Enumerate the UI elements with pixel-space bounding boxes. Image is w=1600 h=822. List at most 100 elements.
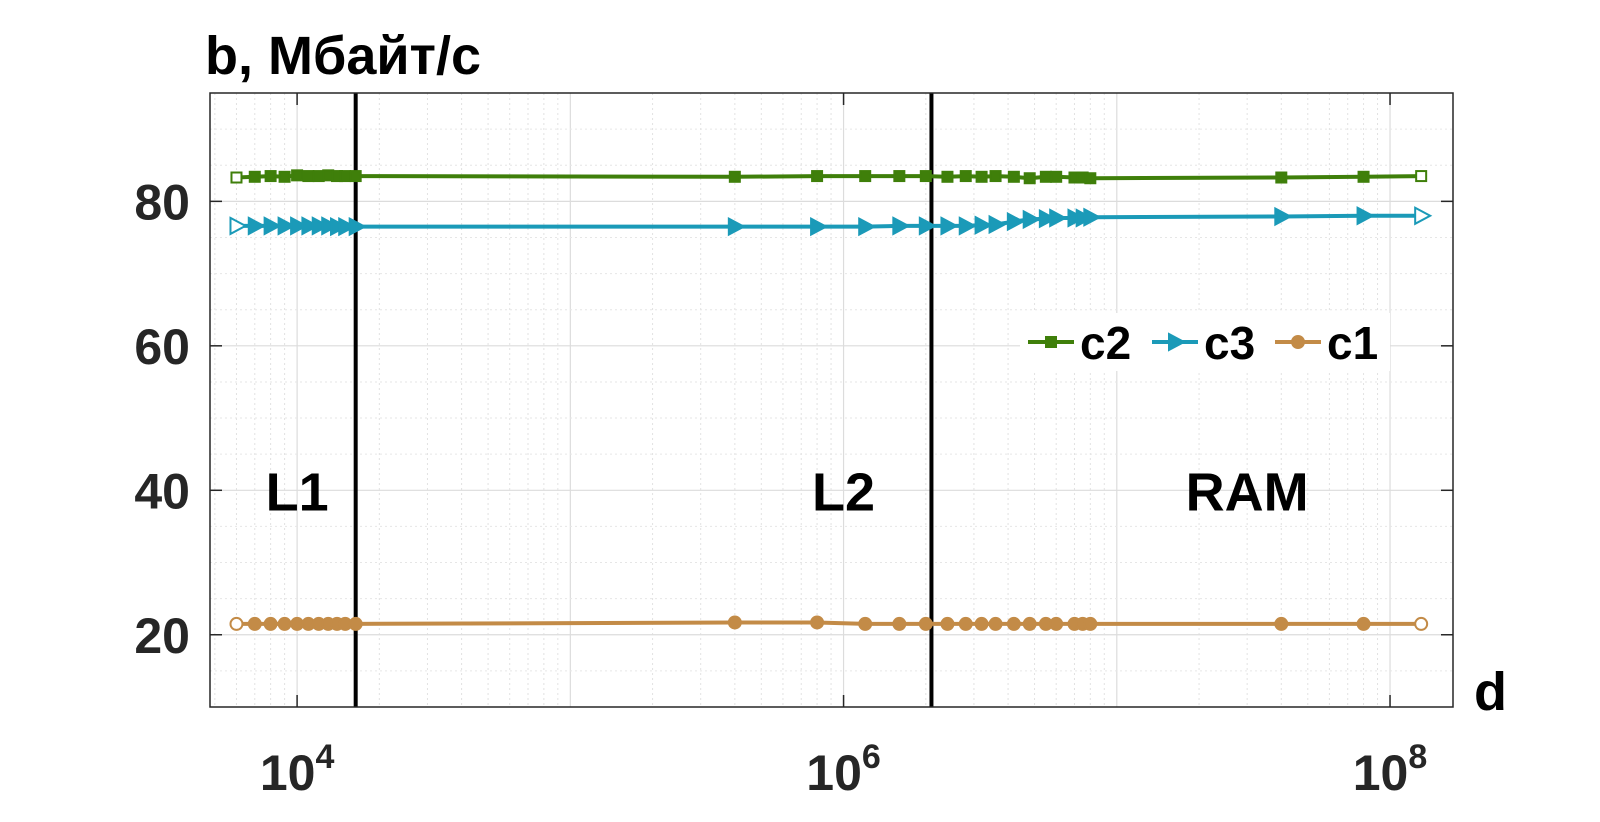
legend-label-c2: c2: [1080, 317, 1131, 369]
data-point-c1: [810, 615, 825, 630]
y-tick-label: 40: [134, 463, 190, 519]
data-point-c3: [940, 216, 959, 236]
data-point-c1: [858, 616, 873, 631]
x-tick-exponent: 4: [315, 738, 334, 776]
data-point-c1: [247, 616, 262, 631]
data-point-c1: [277, 616, 292, 631]
data-point-c1: [1022, 616, 1037, 631]
series-c3: [229, 206, 1433, 237]
series-c1: [229, 615, 1429, 631]
data-point-c1: [1274, 616, 1289, 631]
data-point-c3: [247, 216, 266, 236]
data-point-c2: [1275, 171, 1288, 184]
data-point-c2: [302, 170, 315, 183]
cache-boundary-lines: [353, 93, 934, 707]
data-point-c2: [941, 170, 954, 183]
data-point-c2: [230, 171, 243, 184]
legend-marker-c3: [1168, 332, 1187, 352]
data-point-c1: [1083, 616, 1098, 631]
data-point-c2: [1357, 170, 1370, 183]
legend: c2 c3 c1: [1020, 313, 1390, 371]
data-point-c2: [728, 170, 741, 183]
series-line-c2: [236, 173, 1422, 181]
x-axis-title: d: [1474, 662, 1507, 722]
legend-label-c3: c3: [1204, 317, 1255, 369]
series-line-c1: [236, 620, 1422, 626]
data-point-c1: [348, 616, 363, 631]
data-point-c3: [858, 216, 877, 237]
legend-marker-c2: [1045, 336, 1057, 348]
series-c2: [230, 169, 1428, 185]
data-point-c1: [918, 616, 933, 631]
data-point-c1: [1049, 616, 1064, 631]
data-point-c3: [1038, 209, 1057, 229]
y-axis-ticks: 20 40 60 80: [134, 174, 1453, 664]
data-point-c2: [975, 170, 988, 183]
data-point-c3: [321, 216, 340, 236]
data-point-c3: [1006, 211, 1025, 232]
data-point-c2: [278, 170, 291, 183]
data-point-c2: [248, 170, 261, 183]
y-axis-title: b, Мбайт/с: [205, 26, 481, 86]
data-point-c1: [727, 615, 742, 630]
data-point-c3: [301, 216, 320, 236]
data-point-c3: [229, 216, 248, 236]
data-point-c2: [893, 170, 906, 183]
data-point-c1: [290, 616, 305, 631]
data-point-c2: [291, 169, 304, 182]
data-point-c3: [974, 215, 993, 235]
data-point-c2: [919, 170, 932, 183]
y-tick-label: 80: [134, 174, 190, 230]
data-point-c1: [1356, 616, 1371, 631]
data-point-c2: [859, 170, 872, 183]
data-point-c2: [1415, 170, 1428, 183]
data-point-c1: [263, 616, 278, 631]
data-point-c2: [1039, 170, 1052, 183]
data-point-c2: [1050, 170, 1063, 183]
data-point-c2: [1023, 172, 1036, 185]
data-point-c3: [1274, 206, 1293, 227]
data-point-c3: [348, 216, 367, 237]
data-point-c3: [1414, 206, 1433, 226]
data-point-c2: [811, 170, 824, 183]
data-point-c1: [1006, 616, 1021, 631]
y-tick-label: 60: [134, 319, 190, 375]
region-label-l1: L1: [266, 462, 329, 522]
data-point-c1: [892, 616, 907, 631]
data-point-c3: [1049, 208, 1068, 228]
data-point-c3: [263, 216, 282, 236]
data-point-c2: [339, 170, 352, 183]
data-point-c2: [989, 170, 1002, 183]
data-point-c3: [892, 216, 911, 236]
y-tick-label: 20: [134, 608, 190, 664]
data-point-c3: [338, 216, 357, 237]
x-tick-exponent: 6: [862, 738, 881, 776]
legend-label-c1: c1: [1327, 317, 1378, 369]
legend-marker-c1: [1291, 335, 1305, 349]
data-point-c3: [277, 216, 296, 236]
data-point-c3: [810, 216, 829, 237]
region-labels: L1 L2 RAM: [266, 462, 1309, 522]
data-point-c2: [1084, 172, 1097, 185]
data-point-c1: [958, 616, 973, 631]
data-point-c1: [988, 616, 1003, 631]
data-point-c3: [1022, 209, 1041, 230]
data-point-c2: [959, 170, 972, 183]
data-point-c1: [229, 616, 244, 631]
x-tick-exponent: 8: [1408, 738, 1427, 776]
grid: [210, 93, 1453, 708]
region-label-l2: L2: [812, 462, 875, 522]
data-point-c1: [1414, 616, 1429, 631]
data-point-c3: [1083, 207, 1102, 227]
data-point-c3: [988, 214, 1007, 235]
data-point-c2: [349, 170, 362, 183]
legend-box: [1020, 313, 1390, 371]
data-point-c3: [958, 216, 977, 236]
data-point-c2: [264, 170, 277, 183]
data-point-c1: [940, 616, 955, 631]
data-point-c3: [918, 216, 937, 236]
data-point-c1: [974, 616, 989, 631]
plot-frame: [209, 92, 1454, 708]
data-point-c3: [727, 216, 746, 237]
data-point-c3: [290, 216, 309, 236]
